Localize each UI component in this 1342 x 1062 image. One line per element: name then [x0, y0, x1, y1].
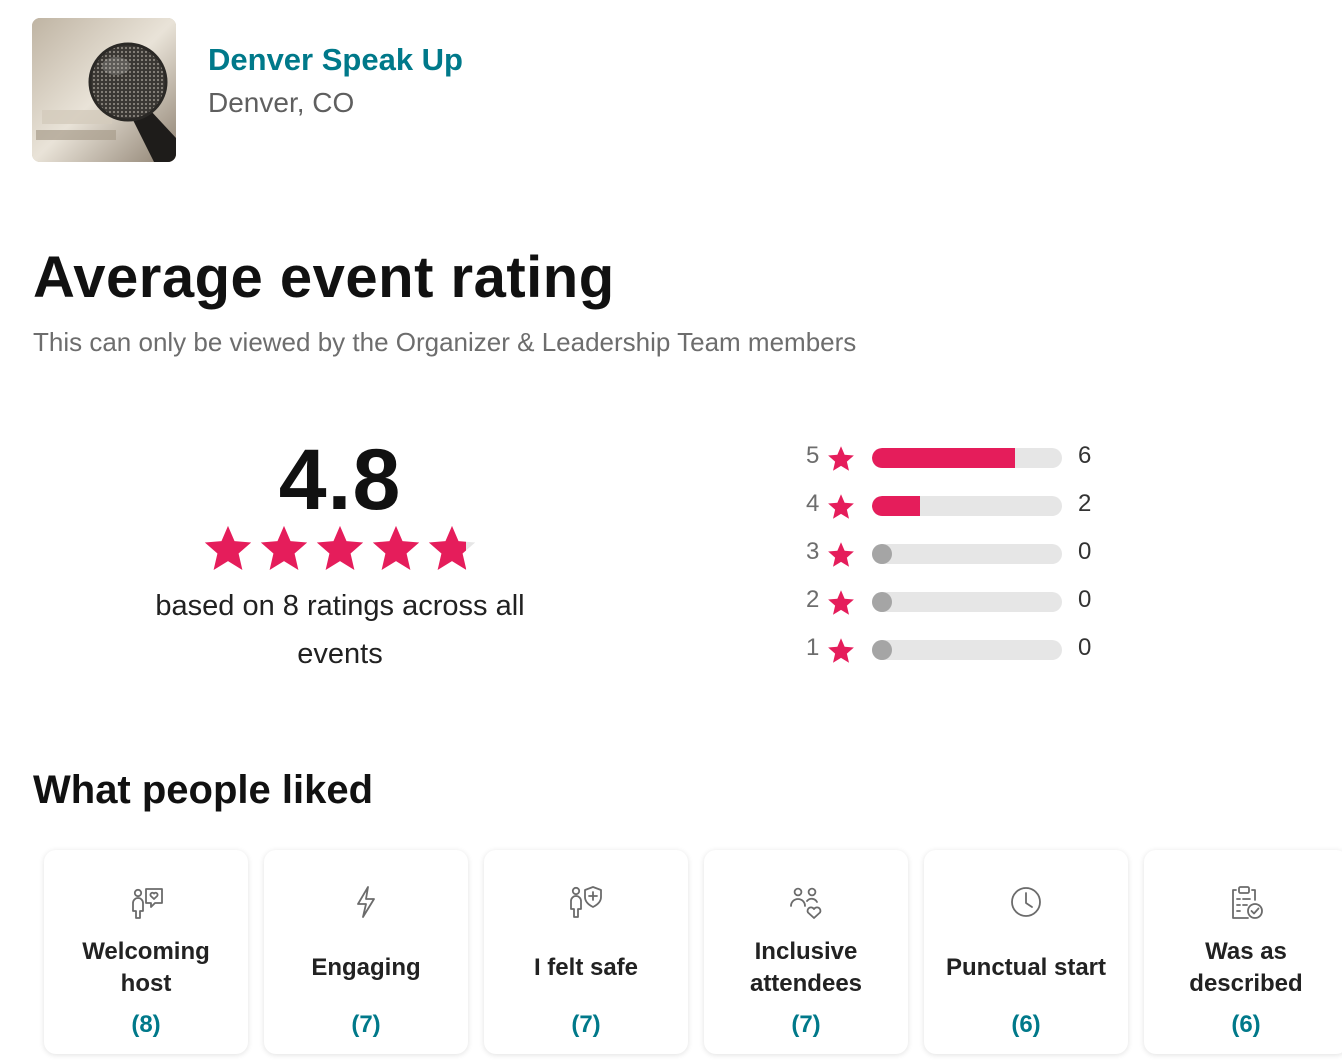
distribution-bar-track	[872, 544, 1062, 564]
average-score: 4.8 based on 8 ratings across all events	[140, 430, 540, 678]
distribution-bar-track	[872, 592, 1062, 612]
star-icon	[828, 638, 854, 663]
people-heart-icon	[790, 887, 822, 919]
distribution-count: 0	[1078, 586, 1092, 613]
liked-card: I felt safe (7)	[484, 850, 688, 1054]
welcoming-host-icon	[132, 888, 163, 919]
distribution-bar-track	[872, 640, 1062, 660]
liked-card-label: Engaging	[311, 954, 421, 981]
distribution-empty-dot	[872, 544, 892, 564]
star-level-label: 4	[806, 490, 820, 517]
distribution-count: 0	[1078, 634, 1092, 661]
distribution-bar-fill	[872, 448, 1015, 468]
distribution-bar-fill	[872, 496, 920, 516]
distribution-count: 2	[1078, 490, 1092, 517]
star-icon	[828, 494, 854, 519]
liked-card-count: (7)	[351, 1011, 381, 1038]
distribution-bar-track	[872, 496, 1062, 516]
star-level-label: 3	[806, 538, 820, 565]
average-star-rating	[140, 522, 540, 572]
liked-card: Was as described (6)	[1144, 850, 1342, 1054]
microphone-photo-icon	[32, 18, 176, 162]
safe-shield-icon	[570, 886, 602, 918]
star-level-label: 2	[806, 586, 820, 613]
star-icon	[316, 525, 364, 570]
liked-card: Welcoming host (8)	[44, 850, 248, 1054]
liked-section-title: What people liked	[33, 768, 374, 812]
star-icon	[204, 525, 252, 570]
liked-card: Engaging (7)	[264, 850, 468, 1054]
average-score-value: 4.8	[278, 432, 402, 528]
liked-card: Punctual start (6)	[924, 850, 1128, 1054]
liked-cards: Welcoming host (8) Engaging (7) I felt safe (…	[44, 850, 1342, 1054]
group-photo[interactable]	[32, 18, 176, 162]
group-name-link[interactable]: Denver Speak Up	[208, 41, 463, 77]
clock-icon	[1011, 887, 1041, 917]
liked-card-label: Welcoming host	[82, 938, 210, 997]
distribution-count: 6	[1078, 442, 1092, 469]
liked-card-label: Was as described	[1189, 938, 1303, 997]
distribution-bar-track	[872, 448, 1062, 468]
liked-card-count: (6)	[1231, 1011, 1261, 1038]
distribution-count: 0	[1078, 538, 1092, 565]
liked-card-label: I felt safe	[533, 954, 639, 981]
liked-card-label: Punctual start	[945, 954, 1107, 981]
group-location: Denver, CO	[208, 86, 355, 118]
clipboard-check-icon	[1232, 886, 1263, 919]
star-icon	[428, 525, 476, 570]
lightning-icon	[357, 886, 375, 918]
page-title: Average event rating	[33, 245, 615, 310]
star-icon	[828, 446, 854, 471]
star-level-label: 5	[806, 442, 820, 469]
star-icon	[828, 542, 854, 567]
liked-card-label: Inclusive attendees	[749, 938, 863, 997]
rating-count-caption: based on 8 ratings across all events	[155, 590, 525, 670]
liked-card-count: (6)	[1011, 1011, 1041, 1038]
liked-card-count: (7)	[791, 1011, 821, 1038]
liked-card: Inclusive attendees (7)	[704, 850, 908, 1054]
star-icon	[260, 525, 308, 570]
liked-card-count: (7)	[571, 1011, 601, 1038]
group-header: Denver Speak Up Denver, CO	[32, 18, 463, 162]
star-icon	[828, 590, 854, 615]
distribution-empty-dot	[872, 592, 892, 612]
visibility-note: This can only be viewed by the Organizer…	[33, 327, 857, 357]
liked-card-count: (8)	[131, 1011, 161, 1038]
star-icon	[372, 525, 420, 570]
star-level-label: 1	[806, 634, 820, 661]
distribution-empty-dot	[872, 640, 892, 660]
